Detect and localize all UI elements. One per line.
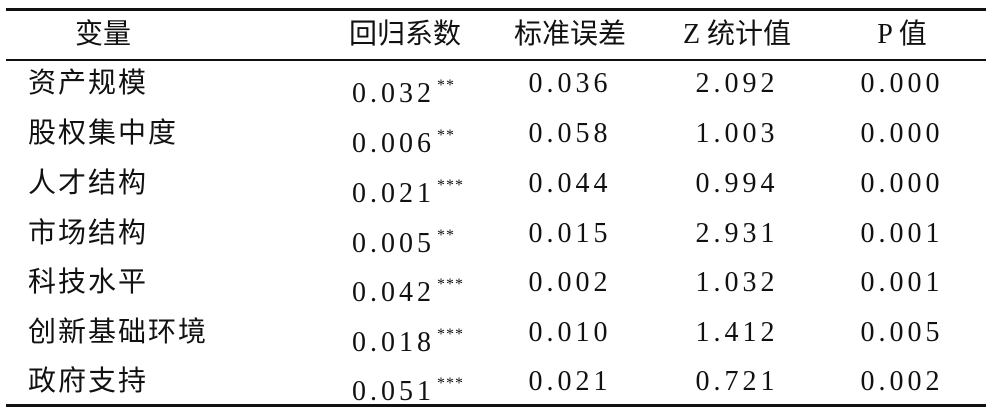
significance-stars: ** [437, 127, 455, 144]
z-statistic: 2.092 [695, 68, 779, 99]
coefficient: 0.005 ** [352, 216, 455, 264]
header-rule [6, 59, 986, 61]
standard-error: 0.010 [528, 317, 612, 348]
p-value: 0.000 [860, 118, 944, 149]
p-value: 0.000 [860, 168, 944, 199]
coefficient-value: 0.032 [352, 78, 435, 109]
significance-stars: *** [437, 326, 464, 343]
p-value: 0.000 [860, 68, 944, 99]
z-statistic: 2.931 [695, 218, 779, 249]
standard-error: 0.058 [528, 118, 612, 149]
coefficient-value: 0.006 [352, 128, 435, 159]
variable-name: 科技水平 [28, 267, 149, 298]
z-statistic: 1.032 [695, 267, 779, 298]
header-cell: P 值 [877, 19, 927, 50]
significance-stars: ** [437, 227, 455, 244]
p-value: 0.002 [860, 366, 944, 397]
variable-name: 资产规模 [28, 68, 149, 99]
standard-error: 0.021 [528, 366, 612, 397]
coefficient: 0.032 ** [352, 66, 455, 114]
significance-stars: ** [437, 77, 455, 94]
variable-name: 股权集中度 [28, 118, 179, 149]
z-statistic: 0.994 [695, 168, 779, 199]
top-rule [6, 8, 986, 11]
coefficient: 0.042 *** [352, 265, 464, 313]
significance-stars: *** [437, 276, 464, 293]
header-cell: Z 统计值 [682, 19, 792, 50]
standard-error: 0.002 [528, 267, 612, 298]
header-cell: 标准误差 [513, 19, 627, 50]
p-value: 0.005 [860, 317, 944, 348]
p-value: 0.001 [860, 267, 944, 298]
z-statistic: 1.412 [695, 317, 779, 348]
variable-name: 市场结构 [28, 218, 149, 249]
significance-stars: *** [437, 375, 464, 392]
coefficient-value: 0.042 [352, 277, 435, 308]
coefficient: 0.021 *** [352, 166, 464, 214]
coefficient: 0.006 ** [352, 116, 455, 164]
standard-error: 0.015 [528, 218, 612, 249]
standard-error: 0.036 [528, 68, 612, 99]
z-statistic: 1.003 [695, 118, 779, 149]
bottom-rule [6, 404, 986, 407]
p-value: 0.001 [860, 218, 944, 249]
coefficient-value: 0.051 [352, 376, 435, 407]
coefficient-value: 0.018 [352, 327, 435, 358]
variable-name: 人才结构 [28, 168, 149, 199]
significance-stars: *** [437, 177, 464, 194]
variable-name: 创新基础环境 [28, 317, 209, 348]
coefficient: 0.018 *** [352, 315, 464, 363]
coefficient-value: 0.021 [352, 178, 435, 209]
coefficient-value: 0.005 [352, 228, 435, 259]
standard-error: 0.044 [528, 168, 612, 199]
z-statistic: 0.721 [695, 366, 779, 397]
header-cell: 回归系数 [348, 19, 462, 50]
header-cell: 变量 [75, 19, 132, 50]
coefficient: 0.051 *** [352, 364, 464, 412]
variable-name: 政府支持 [28, 366, 149, 397]
